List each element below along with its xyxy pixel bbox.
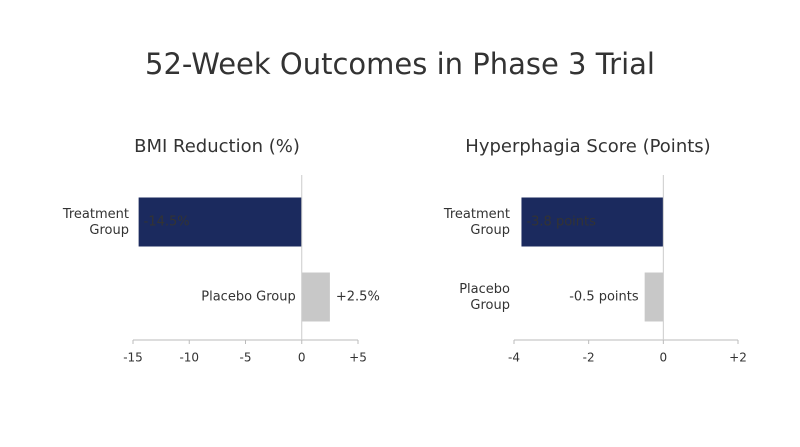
value-label: +2.5%	[336, 290, 380, 305]
x-tick-label: 0	[660, 351, 668, 365]
bar	[138, 197, 302, 247]
chart-title: Hyperphagia Score (Points)	[465, 136, 710, 157]
category-label: Placebo Group	[201, 290, 295, 305]
category-label: Placebo Group	[459, 282, 510, 313]
page-title: 52-Week Outcomes in Phase 3 Trial	[145, 47, 655, 81]
category-label: Treatment Group	[443, 207, 510, 238]
value-label: -0.5 points	[569, 290, 639, 305]
bar	[644, 272, 664, 322]
x-tick-label: -4	[508, 351, 520, 365]
bar	[521, 197, 664, 247]
value-label: -14.5%	[144, 215, 190, 230]
x-tick-label: -2	[583, 351, 595, 365]
x-tick-label: +5	[349, 351, 367, 365]
x-tick-label: +2	[729, 351, 747, 365]
category-label: Treatment Group	[62, 207, 129, 238]
value-label: -3.8 points	[526, 215, 596, 230]
chart-title: BMI Reduction (%)	[134, 136, 300, 157]
x-tick-label: -15	[123, 351, 143, 365]
x-tick-label: -5	[240, 351, 252, 365]
bar	[301, 272, 330, 322]
x-tick-label: -10	[179, 351, 199, 365]
x-tick-label: 0	[298, 351, 306, 365]
